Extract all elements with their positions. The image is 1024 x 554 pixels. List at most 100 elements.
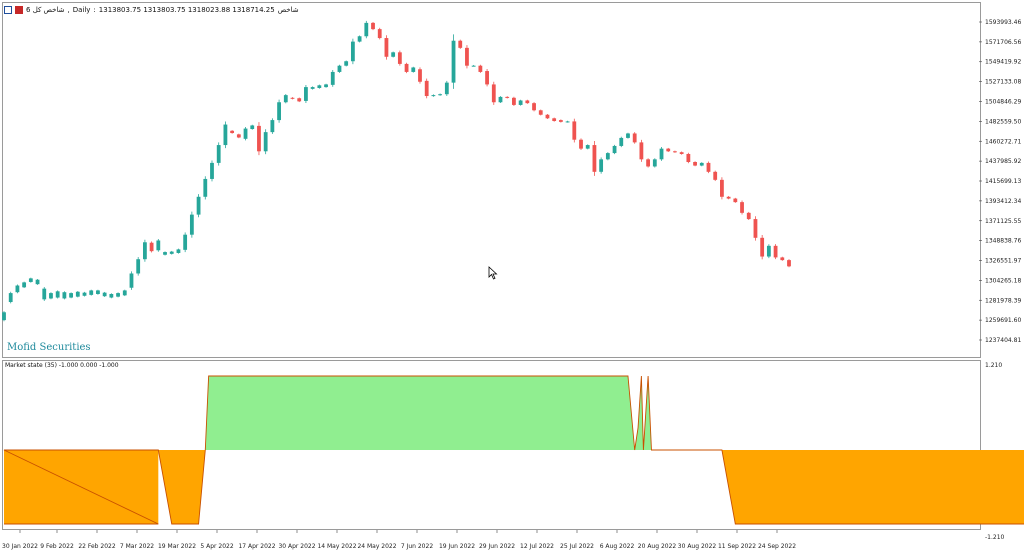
candle-body [210, 162, 214, 179]
price-tick-label: 1504846.29 [985, 99, 1021, 106]
ohlc-values: 1313803.75 1313803.75 1318023.88 1318714… [98, 6, 275, 14]
indicator-bullish-fill [205, 376, 652, 450]
price-tick-label: 1482559.50 [985, 118, 1021, 125]
candle-body [673, 151, 677, 153]
price-tick-label: 1237404.81 [985, 337, 1021, 344]
candle-body [505, 96, 510, 98]
candle-body [69, 293, 73, 298]
candle-body [250, 125, 255, 130]
candle-body [169, 251, 174, 254]
candle-body [424, 80, 429, 97]
candle-body [2, 312, 6, 321]
candle-body [344, 61, 349, 66]
price-tick-label: 1549419.92 [985, 59, 1021, 66]
candle-body [317, 85, 322, 88]
timeframe-label: Daily [72, 6, 91, 14]
indicator-line [3, 375, 1024, 525]
candle-body [391, 52, 396, 57]
chart-header: شاخص كل 6, Daily: 1313803.75 1313803.75 … [4, 4, 299, 16]
candle-body [277, 102, 281, 121]
price-tick-label: 1460272.71 [985, 138, 1021, 145]
candle-body [659, 148, 664, 160]
candle-body [605, 153, 610, 160]
price-tick-label: 1415699.13 [985, 178, 1021, 185]
candle-body [350, 41, 355, 62]
date-tick-label: 9 Feb 2022 [40, 543, 74, 550]
date-tick-label: 30 Aug 2022 [678, 543, 717, 550]
date-tick-label: 7 Jun 2022 [401, 543, 433, 550]
date-tick-label: 19 Mar 2022 [158, 543, 196, 550]
candle-body [579, 139, 583, 149]
mouse-cursor-icon [488, 266, 498, 280]
date-tick-label: 7 Mar 2022 [120, 543, 154, 550]
candle-body [411, 67, 416, 72]
candle-body [491, 84, 496, 103]
date-tick-label: 29 Jun 2022 [479, 543, 515, 550]
candle-body [28, 278, 33, 282]
candle-body [572, 121, 577, 140]
candle-body [532, 103, 536, 111]
date-tick-label: 11 Sep 2022 [718, 543, 756, 550]
indicator-tick-label: 1.210 [985, 362, 1002, 369]
candle-body [512, 97, 516, 105]
candle-body [337, 65, 342, 72]
candle-body [136, 259, 141, 274]
candle-body [109, 293, 114, 298]
date-tick-label: 14 May 2022 [317, 543, 356, 550]
candle-body [196, 196, 201, 215]
candle-body [102, 292, 107, 297]
candle-body [270, 120, 275, 133]
candle-body [304, 87, 308, 101]
price-tick-label: 1437985.92 [985, 158, 1021, 165]
chart-type-icon[interactable] [4, 6, 12, 14]
date-tick-label: 6 Aug 2022 [600, 543, 635, 550]
date-tick-label: 12 Jul 2022 [520, 543, 554, 550]
candle-body [283, 95, 288, 103]
candle-body [297, 98, 302, 102]
candle-body [599, 159, 604, 172]
candle-body [236, 134, 241, 138]
date-tick-label: 20 Aug 2022 [638, 543, 677, 550]
main-chart-panel[interactable] [2, 2, 981, 358]
candle-body [679, 152, 684, 154]
candle-body [612, 145, 617, 154]
candle-body [263, 132, 268, 152]
candle-body [451, 40, 456, 83]
candle-body [733, 198, 738, 203]
price-tick-label: 1348838.76 [985, 238, 1021, 245]
symbol-label: شاخص كل 6 [26, 6, 65, 14]
price-tick-label: 1593993.46 [985, 19, 1021, 26]
candle-body [545, 114, 550, 119]
symbol-name: شاخص [277, 6, 299, 14]
candle-body [156, 240, 161, 251]
chart-trade-icon[interactable] [15, 6, 23, 14]
candle-body [42, 288, 47, 300]
candle-body [223, 124, 228, 146]
candle-body [122, 290, 127, 296]
candle-body [330, 71, 335, 85]
candle-body [22, 282, 27, 288]
candle-body [780, 257, 785, 261]
price-tick-label: 1371125.55 [985, 218, 1021, 225]
candle-body [740, 202, 744, 213]
candle-body [216, 145, 221, 163]
candle-body [384, 38, 389, 57]
candle-body [149, 242, 154, 252]
date-tick-label: 24 Sep 2022 [758, 543, 796, 550]
candle-body [558, 120, 563, 122]
candle-body [404, 63, 409, 72]
broker-watermark: Mofid Securities [7, 342, 91, 353]
candle-body [498, 96, 503, 103]
candle-body [96, 290, 100, 294]
candle-body [485, 71, 489, 85]
candle-body [129, 273, 134, 288]
candle-body [62, 292, 67, 299]
date-tick-label: 24 May 2022 [357, 543, 396, 550]
candle-body [163, 252, 167, 255]
indicator-bearish-fill [158, 450, 1024, 524]
candle-body [49, 293, 53, 299]
date-tick-label: 17 Apr 2022 [238, 543, 275, 550]
candle-body [632, 133, 637, 143]
candle-body [465, 47, 469, 66]
